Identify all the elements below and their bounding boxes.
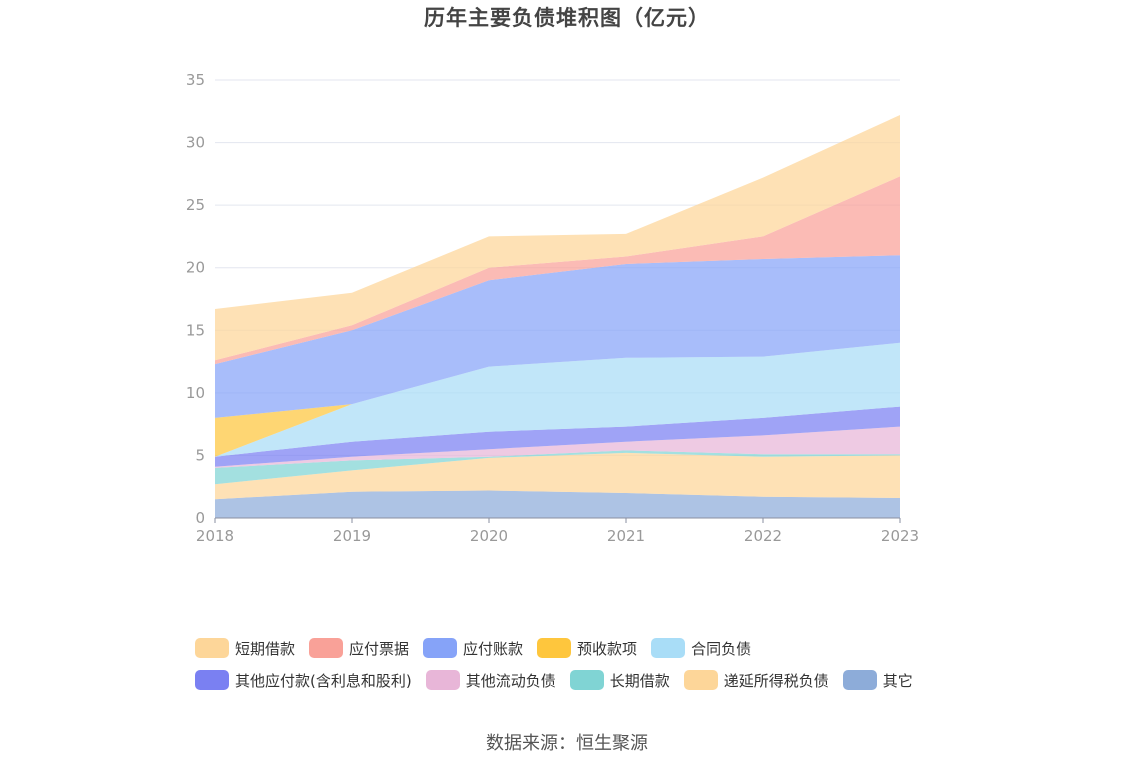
- x-tick-label: 2022: [744, 527, 782, 545]
- chart-title: 历年主要负债堆积图（亿元）: [424, 6, 710, 30]
- y-tick-label: 20: [186, 259, 205, 277]
- series-area: [215, 342, 900, 457]
- legend-swatch: [537, 638, 572, 658]
- legend-label: 其他应付款(含利息和股利): [235, 671, 412, 690]
- series-area: [215, 426, 900, 468]
- y-tick-label: 35: [186, 71, 205, 89]
- x-tick-label: 2021: [607, 527, 645, 545]
- legend-swatch: [569, 670, 604, 690]
- legend-swatch: [195, 638, 229, 658]
- legend-label: 合同负债: [691, 639, 752, 658]
- legend-swatch: [309, 638, 344, 658]
- legend-item[interactable]: 其它: [842, 670, 913, 691]
- data-source-note: 数据来源：恒生聚源: [486, 733, 648, 754]
- legend-label: 短期借款: [235, 639, 296, 658]
- series-area: [215, 406, 900, 467]
- legend-swatch: [425, 670, 460, 690]
- legend-item[interactable]: 递延所得税负债: [683, 670, 829, 691]
- legend-swatch: [651, 638, 686, 658]
- legend-item[interactable]: 长期借款: [569, 670, 670, 691]
- series-area: [215, 450, 900, 485]
- series-area: [215, 452, 900, 500]
- legend-swatch: [195, 670, 229, 690]
- legend-label: 其它: [882, 671, 913, 690]
- legend-row: 短期借款 应付票据 应付账款 预收款项 合同负债: [195, 632, 995, 664]
- x-tick-label: 2023: [881, 527, 919, 545]
- y-tick-label: 0: [195, 509, 205, 527]
- series-area: [215, 490, 900, 518]
- y-tick-label: 10: [186, 384, 205, 402]
- legend-item[interactable]: 预收款项: [537, 638, 637, 659]
- x-tick-label: 2020: [470, 527, 508, 545]
- legend-item[interactable]: 其他流动负债: [425, 670, 556, 691]
- legend-swatch: [842, 670, 877, 690]
- series-area: [215, 176, 900, 365]
- legend-label: 长期借款: [609, 671, 670, 690]
- x-tick-label: 2019: [333, 527, 371, 545]
- legend-swatch: [683, 670, 718, 690]
- legend-item[interactable]: 应付票据: [309, 638, 409, 659]
- y-tick-label: 15: [186, 321, 205, 339]
- legend-item[interactable]: 应付账款: [423, 638, 523, 659]
- series-area: [215, 115, 900, 361]
- y-tick-label: 30: [186, 134, 205, 152]
- y-tick-label: 25: [186, 196, 205, 214]
- series-area: [215, 255, 900, 418]
- legend-item[interactable]: 合同负债: [651, 638, 751, 659]
- legend-item[interactable]: 短期借款: [195, 638, 295, 659]
- chart-legend: 短期借款 应付票据 应付账款 预收款项 合同负债其他应付款(含利息和股利) 其他流动负债 长…: [195, 632, 995, 696]
- stacked-area-chart: 0 5 10 15 20 25 30 35 2018 2019 2020 2021 2022 2023: [186, 71, 919, 545]
- legend-row: 其他应付款(含利息和股利) 其他流动负债 长期借款 递延所得税负债 其它: [195, 664, 995, 696]
- legend-label: 应付账款: [463, 639, 524, 658]
- legend-label: 预收款项: [577, 639, 638, 658]
- legend-item[interactable]: 其他应付款(含利息和股利): [195, 670, 412, 691]
- y-tick-label: 5: [195, 446, 205, 464]
- legend-label: 应付票据: [349, 639, 410, 658]
- legend-label: 递延所得税负债: [723, 671, 829, 690]
- legend-label: 其他流动负债: [465, 671, 556, 690]
- legend-swatch: [423, 638, 458, 658]
- x-tick-label: 2018: [196, 527, 234, 545]
